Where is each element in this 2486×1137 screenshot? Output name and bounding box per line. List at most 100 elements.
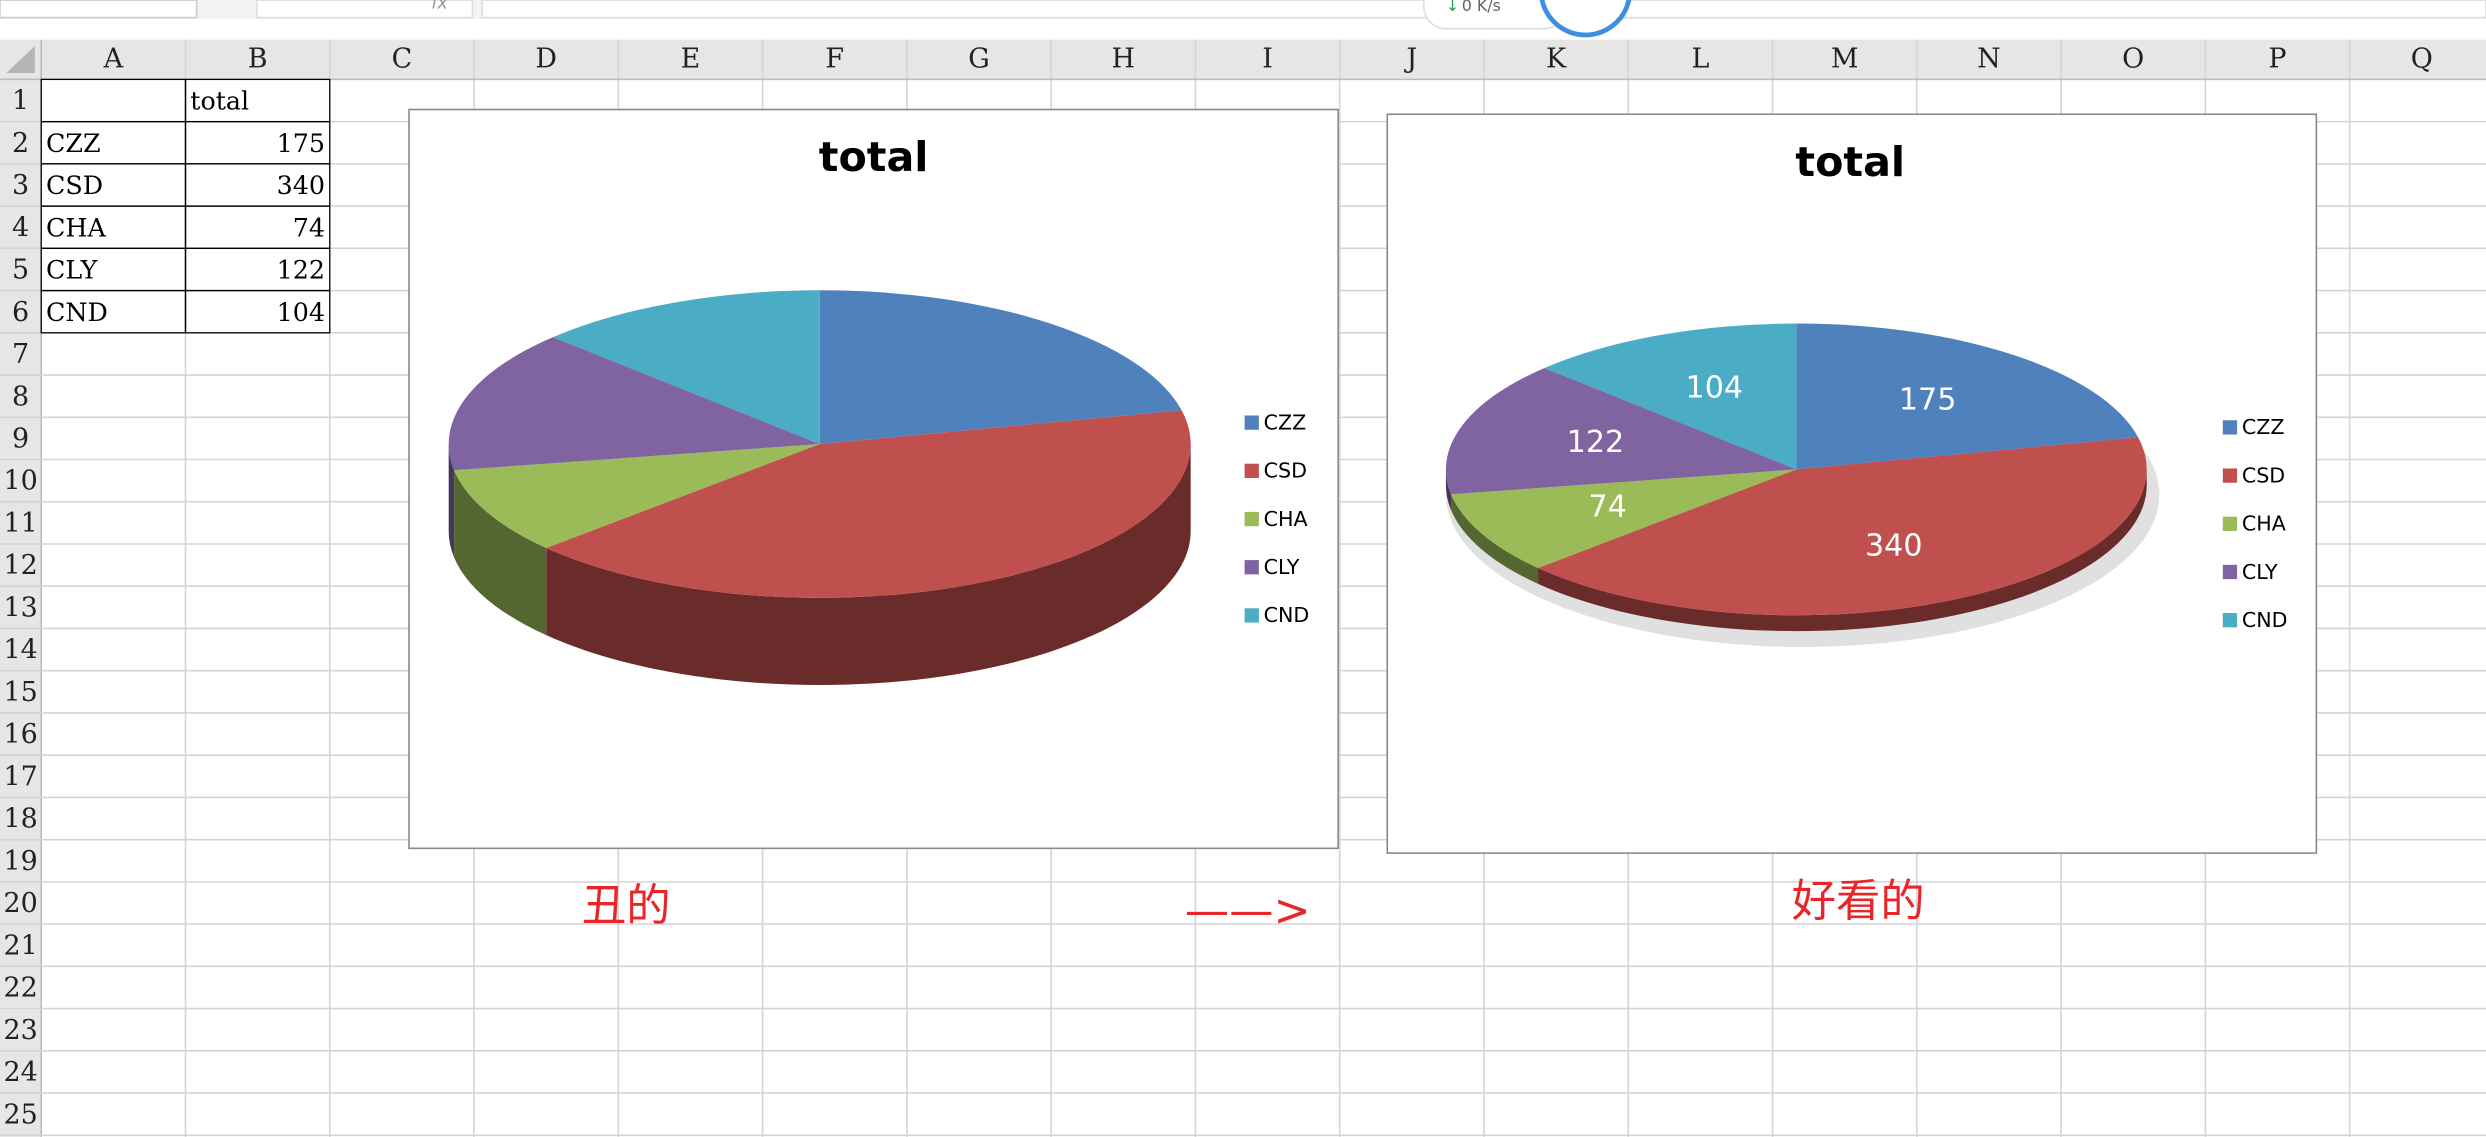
- row-header[interactable]: 3: [12, 170, 29, 201]
- column-header[interactable]: H: [1112, 43, 1136, 74]
- column-header[interactable]: J: [1403, 43, 1417, 74]
- row-header[interactable]: 16: [3, 719, 37, 750]
- annotation: 好看的: [1792, 876, 1925, 927]
- legend-swatch[interactable]: [2222, 516, 2238, 531]
- fx-icon[interactable]: fx: [431, 0, 448, 13]
- chart[interactable]: total CZZ CSD CHA CLY CND: [408, 108, 1339, 850]
- column-header[interactable]: M: [1831, 43, 1859, 74]
- cell-text[interactable]: 122: [277, 255, 325, 285]
- column-header[interactable]: N: [1977, 43, 2001, 74]
- row-header[interactable]: 23: [3, 1015, 37, 1046]
- legend-label[interactable]: CHA: [1264, 507, 1308, 531]
- row-header[interactable]: 12: [3, 550, 37, 581]
- annotation: 丑的: [582, 881, 671, 932]
- row-header[interactable]: 19: [3, 846, 37, 877]
- row-header[interactable]: 5: [12, 255, 29, 286]
- pie-slice-side: [448, 444, 455, 558]
- pie-slice[interactable]: [1544, 323, 1797, 470]
- legend-label[interactable]: CLY: [1264, 555, 1300, 579]
- row-header[interactable]: 22: [3, 973, 37, 1004]
- row-header[interactable]: 18: [3, 804, 37, 835]
- legend-swatch[interactable]: [1244, 511, 1259, 527]
- pie-slice[interactable]: [1445, 367, 1797, 495]
- pie-slice[interactable]: [553, 290, 820, 445]
- legend-label[interactable]: CND: [2242, 608, 2288, 632]
- row-header[interactable]: 6: [12, 297, 29, 328]
- pie-slice[interactable]: [454, 444, 820, 548]
- row-header[interactable]: 7: [12, 339, 29, 370]
- annotation-arrow: ——>: [1185, 885, 1311, 936]
- chart-title: total: [819, 133, 929, 181]
- column-header[interactable]: B: [248, 43, 268, 74]
- row-header[interactable]: 2: [12, 128, 29, 159]
- legend-swatch[interactable]: [2222, 613, 2238, 628]
- column-header[interactable]: A: [103, 43, 124, 74]
- cell-text[interactable]: CZZ: [46, 128, 101, 158]
- legend-swatch[interactable]: [2222, 420, 2238, 435]
- cell-text[interactable]: CSD: [46, 170, 103, 200]
- legend-swatch[interactable]: [1244, 560, 1259, 575]
- pie-slice[interactable]: [1451, 469, 1797, 568]
- cell-text[interactable]: CLY: [46, 255, 98, 285]
- column-header[interactable]: Q: [2411, 43, 2433, 74]
- row-header[interactable]: 14: [3, 635, 37, 666]
- legend-label[interactable]: CSD: [2242, 463, 2285, 487]
- column-header[interactable]: L: [1691, 43, 1709, 74]
- legend-swatch[interactable]: [2222, 468, 2238, 483]
- cell-text[interactable]: total: [190, 86, 249, 116]
- row-header[interactable]: 4: [12, 212, 29, 243]
- pie-slice[interactable]: [448, 337, 820, 471]
- cell-text[interactable]: 74: [293, 212, 325, 242]
- row-header[interactable]: 13: [3, 592, 37, 623]
- legend-label[interactable]: CZZ: [2242, 415, 2285, 439]
- column-header[interactable]: D: [535, 43, 557, 74]
- pie-slice[interactable]: [546, 410, 1191, 598]
- column-header[interactable]: E: [681, 43, 701, 74]
- legend-label[interactable]: CHA: [2242, 512, 2286, 536]
- cell[interactable]: [184, 289, 331, 334]
- row-header[interactable]: 24: [3, 1057, 37, 1088]
- row-header[interactable]: 1: [12, 86, 29, 117]
- column-header[interactable]: G: [968, 43, 990, 74]
- cell-text[interactable]: 175: [277, 128, 325, 158]
- legend-label[interactable]: CSD: [1264, 459, 1307, 483]
- column-header[interactable]: C: [392, 43, 413, 74]
- row-header[interactable]: 10: [3, 466, 37, 497]
- row-header[interactable]: 15: [3, 677, 37, 708]
- pie-slice[interactable]: [1538, 437, 2147, 616]
- legend-label[interactable]: CND: [1264, 603, 1310, 627]
- chart[interactable]: total 175 CZZ 340 CSD 74 CHA 122 CLY 104 CND: [1386, 113, 2318, 854]
- legend-swatch[interactable]: [1244, 608, 1259, 623]
- legend-label[interactable]: CZZ: [1264, 410, 1307, 434]
- row-header[interactable]: 8: [12, 381, 29, 412]
- column-header[interactable]: F: [825, 43, 844, 74]
- column-header[interactable]: I: [1262, 43, 1273, 74]
- cell-text[interactable]: CHA: [46, 212, 107, 242]
- row-header[interactable]: 17: [3, 761, 37, 792]
- row-header[interactable]: 20: [3, 888, 37, 919]
- network-speed: 0 K/s: [1462, 0, 1501, 15]
- row-header[interactable]: 9: [12, 424, 29, 455]
- pie-slice-side: [546, 444, 1191, 686]
- legend-label[interactable]: CLY: [2242, 560, 2278, 584]
- legend-swatch[interactable]: [1244, 415, 1259, 430]
- row-header[interactable]: 25: [3, 1099, 37, 1130]
- row-header[interactable]: 11: [3, 508, 37, 539]
- legend-swatch[interactable]: [2222, 564, 2238, 580]
- row-header[interactable]: 21: [3, 930, 37, 961]
- column-header[interactable]: P: [2268, 43, 2286, 74]
- pie-slice[interactable]: [819, 290, 1182, 445]
- legend-swatch[interactable]: [1244, 463, 1259, 478]
- formula-tools[interactable]: [256, 0, 474, 19]
- pie-slice-side: [1451, 494, 1539, 584]
- data-label: 175: [1899, 383, 1956, 418]
- name-box[interactable]: [0, 0, 198, 19]
- column-header[interactable]: K: [1546, 43, 1567, 74]
- cell-text[interactable]: 340: [277, 170, 325, 200]
- data-label: 122: [1567, 425, 1624, 460]
- cell-text[interactable]: CND: [46, 297, 108, 327]
- cell-text[interactable]: 104: [277, 297, 325, 327]
- pie-slice[interactable]: [1796, 323, 2139, 470]
- column-header[interactable]: O: [2122, 43, 2144, 74]
